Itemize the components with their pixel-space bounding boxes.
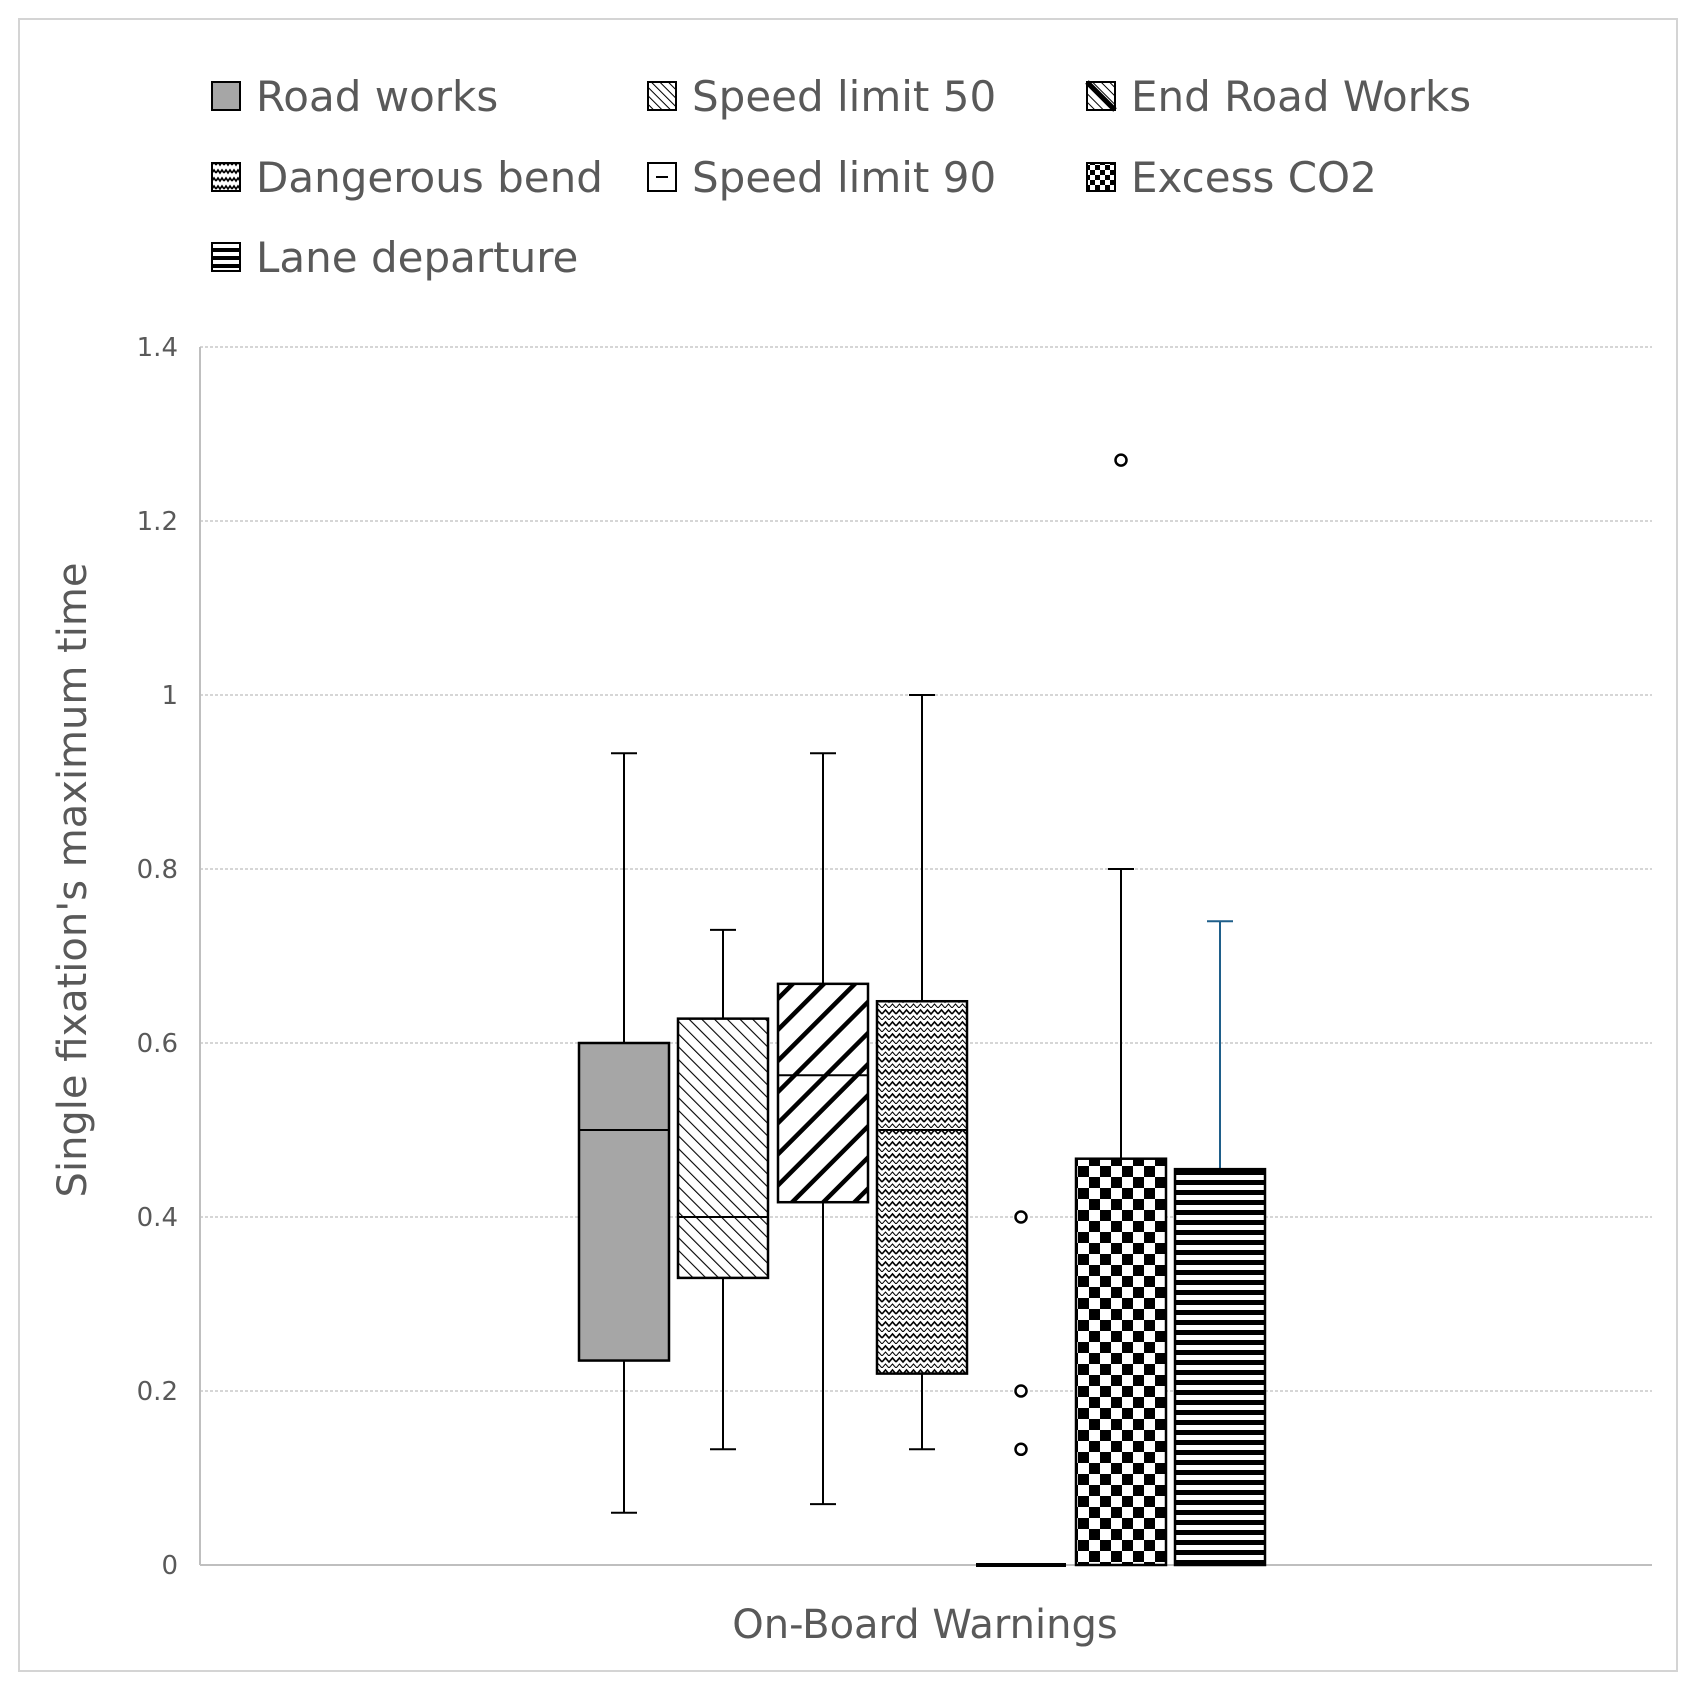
- legend-label: Speed limit 50: [692, 72, 996, 121]
- outlier-point: [1014, 1384, 1028, 1398]
- legend-swatch: [211, 162, 241, 192]
- legend-item: Lane departure: [211, 233, 578, 282]
- y-tick-label: 0.8: [137, 855, 178, 885]
- box-speed-limit-90: [976, 1210, 1066, 1567]
- outlier-point: [1014, 1210, 1028, 1224]
- box-dangerous-bend: [875, 694, 969, 1451]
- box-excess-co2: [1074, 453, 1168, 1567]
- legend-swatch: [647, 81, 677, 111]
- chart-frame: [18, 18, 1678, 1672]
- box-iqr: [1173, 1167, 1267, 1567]
- legend-label: Dangerous bend: [256, 153, 603, 202]
- legend-swatch: [1086, 162, 1116, 192]
- legend-item: Speed limit 50: [647, 72, 996, 121]
- y-tick-label: 1: [161, 681, 178, 711]
- x-axis-title: On-Board Warnings: [732, 1602, 1117, 1648]
- outlier-point: [1014, 1442, 1028, 1457]
- gridlines: [200, 346, 1652, 1566]
- legend-label: Excess CO2: [1131, 153, 1377, 202]
- legend-swatch: [211, 242, 241, 272]
- box-iqr: [577, 1041, 671, 1362]
- box-iqr: [875, 999, 969, 1375]
- box-end-road-works: [776, 752, 870, 1506]
- legend-label: End Road Works: [1131, 72, 1471, 121]
- legend-item: Excess CO2: [1086, 153, 1377, 202]
- legend-item: Speed limit 90: [647, 153, 996, 202]
- legend-item: Dangerous bend: [211, 153, 603, 202]
- legend-label: Lane departure: [256, 233, 578, 282]
- y-tick-label: 1.2: [137, 507, 178, 537]
- box-iqr: [1074, 1157, 1168, 1567]
- boxes: [577, 453, 1267, 1567]
- y-tick-label: 0: [161, 1551, 178, 1581]
- axes: 0 0.2 0.4 0.6 0.8 1 1.2 1.4: [137, 333, 1652, 1581]
- box-iqr: [776, 982, 870, 1204]
- y-tick-label: 0.4: [137, 1203, 178, 1233]
- box-lane-departure: [1173, 920, 1267, 1567]
- y-axis-title: Single fixation's maximum time: [50, 563, 96, 1198]
- legend-label: Road works: [256, 72, 498, 121]
- box-iqr: [676, 1017, 770, 1280]
- legend-swatch-stripe: [1085, 80, 1117, 112]
- legend: Road works Speed limit 50 End Road Works Da…: [211, 72, 1471, 282]
- y-tick-label: 0.6: [137, 1029, 178, 1059]
- legend-item: End Road Works: [1085, 72, 1471, 121]
- box-speed-limit-50: [676, 928, 770, 1451]
- outlier-point: [1114, 453, 1128, 467]
- legend-item: Road works: [211, 72, 498, 121]
- box-road-works: [577, 752, 671, 1514]
- y-tick-label: 0.2: [137, 1377, 178, 1407]
- y-tick-label: 1.4: [137, 333, 178, 363]
- legend-swatch: [211, 81, 241, 111]
- legend-label: Speed limit 90: [692, 153, 996, 202]
